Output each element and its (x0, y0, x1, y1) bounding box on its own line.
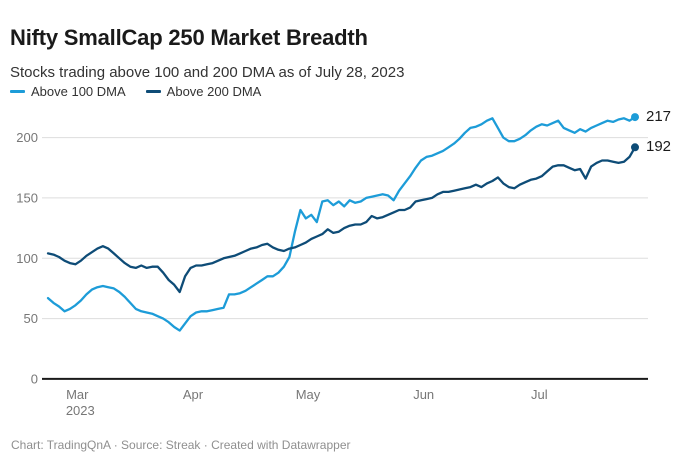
series-end-dot-above-200-dma (631, 143, 639, 152)
y-tick-label: 150 (16, 190, 38, 205)
legend-swatch-above-100-dma-icon (10, 90, 25, 93)
x-tick-label: Mar (66, 387, 89, 402)
x-tick-label: Jun (413, 387, 434, 402)
chart-legend: Above 100 DMA Above 200 DMA (10, 84, 261, 99)
legend-label-above-100-dma: Above 100 DMA (31, 84, 126, 99)
attribution-footer: Chart: TradingQnA · Source: Streak · Cre… (11, 438, 351, 452)
legend-swatch-above-200-dma-icon (145, 90, 161, 93)
y-tick-label: 100 (16, 251, 38, 266)
series-line-above-200-dma (46, 146, 637, 294)
y-tick-label: 0 (31, 371, 38, 386)
series-line-above-100-dma (46, 115, 637, 332)
series-end-value-above-200-dma: 192 (646, 138, 672, 156)
x-tick-label: May (296, 387, 321, 402)
x-tick-label: Apr (183, 387, 204, 402)
legend-item-above-100-dma: Above 100 DMA (10, 84, 126, 99)
x-tick-label: Jul (531, 387, 548, 402)
series-end-value-above-100-dma: 217 (646, 108, 672, 126)
legend-label-above-200-dma: Above 200 DMA (166, 84, 262, 99)
page-title: Nifty SmallCap 250 Market Breadth (10, 24, 368, 50)
y-tick-label: 50 (24, 311, 38, 326)
x-tick-sublabel: 2023 (66, 403, 95, 418)
legend-item-above-200-dma: Above 200 DMA (145, 84, 262, 99)
y-tick-label: 200 (16, 130, 38, 145)
chart-subtitle: Stocks trading above 100 and 200 DMA as … (10, 64, 405, 81)
series-end-dot-above-100-dma (631, 113, 639, 122)
